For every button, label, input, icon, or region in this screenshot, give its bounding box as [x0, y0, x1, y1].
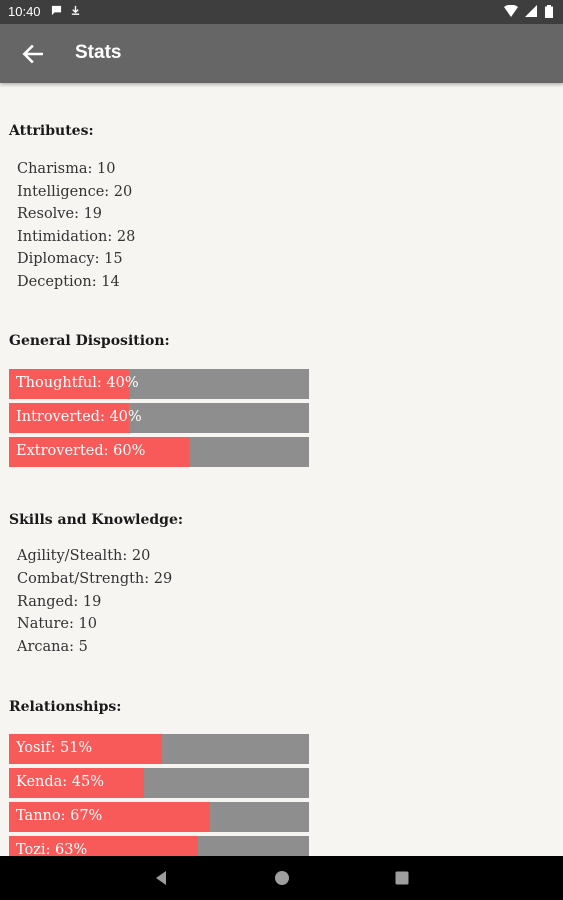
chat-notification-icon: [51, 5, 62, 16]
back-triangle-icon[interactable]: [149, 866, 173, 890]
attribute-item: Intimidation: 28: [17, 228, 136, 245]
bar-label: Tozi: 63%: [16, 842, 88, 856]
disposition-bar-introverted[interactable]: Introverted: 40%: [9, 403, 309, 433]
bar-label: Kenda: 45%: [16, 774, 105, 790]
bar-fill: [9, 734, 162, 764]
bar-fill: [9, 403, 129, 433]
download-icon: [71, 5, 80, 15]
stats-content[interactable]: Attributes: Charisma: 10 Intelligence: 2…: [0, 83, 563, 856]
app-bar: Stats: [0, 24, 563, 83]
bar-label: Tanno: 67%: [16, 808, 103, 824]
disposition-bar-extroverted[interactable]: Extroverted: 60%: [9, 437, 309, 467]
home-circle-icon[interactable]: [270, 866, 294, 890]
relationship-bar-tanno[interactable]: Tanno: 67%: [9, 802, 309, 832]
attribute-item: Deception: 14: [17, 273, 120, 290]
status-right-icons: [500, 4, 553, 21]
bar-label: Yosif: 51%: [16, 740, 93, 756]
skill-item: Nature: 10: [17, 616, 97, 632]
attributes-heading: Attributes:: [9, 123, 94, 139]
signal-icon: [525, 5, 538, 20]
status-bar: 10:40: [0, 0, 563, 24]
bar-fill: [9, 768, 144, 798]
attribute-item: Charisma: 10: [17, 161, 116, 177]
relationship-bar-yosif[interactable]: Yosif: 51%: [9, 734, 309, 764]
relationship-bar-kenda[interactable]: Kenda: 45%: [9, 768, 309, 798]
system-nav-bar: [0, 856, 563, 900]
attribute-item: Diplomacy: 15: [17, 251, 123, 267]
skill-item: Agility/Stealth: 20: [17, 548, 151, 564]
bar-fill: [9, 802, 210, 832]
page-title: Stats: [75, 42, 122, 63]
bar-fill: [9, 836, 198, 856]
skill-item: Combat/Strength: 29: [17, 571, 173, 587]
status-time: 10:40: [8, 4, 41, 19]
arrow-left-icon[interactable]: [20, 41, 46, 67]
disposition-bar-thoughtful[interactable]: Thoughtful: 40%: [9, 369, 309, 399]
attribute-item: Intelligence: 20: [17, 183, 133, 200]
bar-fill: [9, 369, 129, 399]
recents-square-icon[interactable]: [390, 866, 414, 890]
skill-item: Arcana: 5: [17, 638, 88, 655]
relationships-heading: Relationships:: [9, 699, 122, 715]
bar-label: Thoughtful: 40%: [16, 375, 139, 391]
wifi-icon: [503, 4, 518, 20]
skills-heading: Skills and Knowledge:: [9, 512, 184, 528]
bar-label: Extroverted: 60%: [16, 443, 146, 459]
bar-fill: [9, 437, 189, 467]
disposition-heading: General Disposition:: [9, 333, 170, 349]
skill-item: Ranged: 19: [17, 593, 102, 610]
attribute-item: Resolve: 19: [17, 206, 103, 222]
relationship-bar-tozi[interactable]: Tozi: 63%: [9, 836, 309, 856]
battery-icon: [545, 5, 553, 21]
bar-label: Introverted: 40%: [16, 409, 142, 425]
